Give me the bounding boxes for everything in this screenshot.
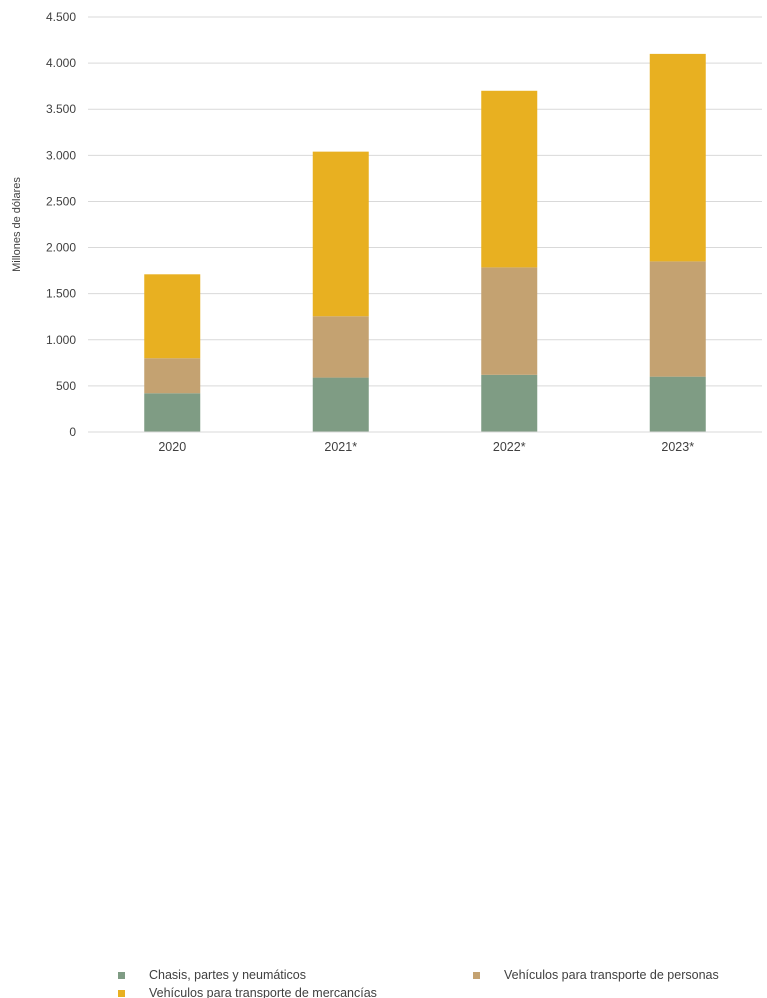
legend-item-mercancias: Vehículos para transporte de mercancías [118, 986, 377, 998]
legend-swatch-personas [473, 971, 480, 979]
x-tick-label: 2021* [324, 440, 357, 454]
bar-segment [481, 90, 538, 268]
y-tick-label: 4.500 [46, 10, 76, 24]
bar-segment [312, 151, 369, 317]
bar-segment [312, 316, 369, 378]
y-tick-label: 500 [56, 379, 76, 393]
legend-label-mercancias: Vehículos para transporte de mercancías [149, 986, 377, 998]
bar-segment [481, 374, 538, 432]
bars [144, 53, 706, 432]
bar-segment [144, 393, 201, 432]
legend-swatch-chasis [118, 971, 125, 979]
bar-segment [144, 274, 201, 359]
gridlines [88, 16, 762, 387]
bar-segment [144, 358, 201, 394]
stacked-bar-chart: 0 500 1.000 1.500 2.000 2.500 3.000 3.500 4.000 4… [11, 10, 762, 454]
bar-segment [649, 261, 706, 377]
x-tick-label: 2020 [158, 440, 186, 454]
x-tick-label: 2022* [493, 440, 526, 454]
y-tick-label: 3.500 [46, 102, 76, 116]
x-tick-label: 2023* [661, 440, 694, 454]
legend-label-chasis: Chasis, partes y neumáticos [149, 968, 307, 982]
y-tick-label: 1.500 [46, 287, 76, 301]
y-tick-label: 0 [69, 425, 76, 439]
legend-item-personas: Vehículos para transporte de personas [473, 968, 719, 982]
bar-segment [481, 267, 538, 375]
y-tick-label: 3.000 [46, 148, 76, 162]
y-tick-label: 1.000 [46, 333, 76, 347]
chart: 0 500 1.000 1.500 2.000 2.500 3.000 3.500 4.000 4… [11, 10, 762, 998]
legend-label-personas: Vehículos para transporte de personas [504, 968, 719, 982]
y-axis-title: Millones de dólares [11, 177, 23, 272]
legend-item-chasis: Chasis, partes y neumáticos [118, 968, 306, 982]
bar-segment [312, 377, 369, 432]
y-tick-label: 2.500 [46, 194, 76, 208]
y-axis-ticks: 0 500 1.000 1.500 2.000 2.500 3.000 3.500 4.000 4… [46, 10, 76, 439]
y-tick-label: 2.000 [46, 241, 76, 255]
x-axis-ticks: 2020 2021* 2022* 2023* [158, 440, 694, 454]
bar-segment [649, 53, 706, 262]
legend-swatch-mercancias [118, 989, 125, 997]
y-tick-label: 4.000 [46, 56, 76, 70]
bar-segment [649, 376, 706, 432]
